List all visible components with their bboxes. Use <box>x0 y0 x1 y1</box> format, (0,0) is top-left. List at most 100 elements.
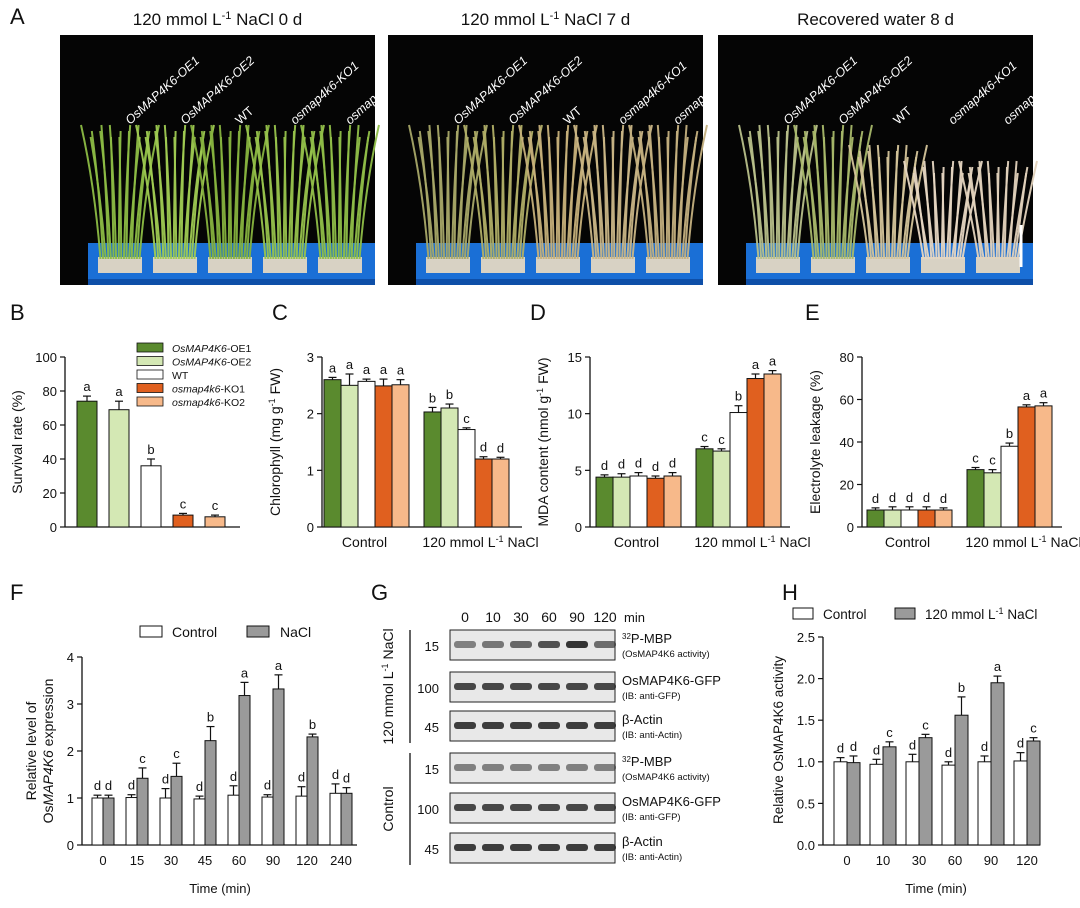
bar <box>882 746 897 846</box>
x-tick-label: 60 <box>948 853 962 868</box>
significance-letter: a <box>380 362 388 377</box>
leaf-blade <box>240 124 250 260</box>
significance-letter: c <box>212 498 219 513</box>
rice-seedlings <box>245 124 325 260</box>
leaf-blade <box>99 130 112 260</box>
blot-band <box>454 683 476 690</box>
legend-rest: WT <box>172 370 189 382</box>
bar <box>340 792 353 846</box>
x-group-label: Control <box>885 534 930 550</box>
y-tick-label: 1 <box>307 463 314 478</box>
y-tick-label: 40 <box>43 452 57 467</box>
bar <box>746 378 765 528</box>
leaf-blade <box>135 124 157 260</box>
leaf-blade <box>573 136 588 260</box>
leaf-blade <box>245 124 267 260</box>
leaf-blade <box>788 124 798 260</box>
y-tick-label: 20 <box>840 478 854 493</box>
panel-letter: E <box>805 300 820 325</box>
significance-letter: d <box>837 741 844 756</box>
leaf-blade <box>848 136 863 260</box>
significance-letter: d <box>981 739 988 754</box>
significance-letter: d <box>128 778 135 793</box>
leaf-blade <box>209 130 222 260</box>
leaf-blade <box>776 136 781 260</box>
significance-letter: a <box>363 362 371 377</box>
leaf-blade <box>355 136 370 260</box>
plant-pot <box>153 257 197 273</box>
plant-pot <box>208 257 252 273</box>
significance-letter: d <box>343 771 350 786</box>
leaf-blade <box>1003 166 1008 260</box>
legend-swatch <box>136 356 164 366</box>
legend-label: OsMAP4K6-OE2 <box>172 357 252 369</box>
superscript: 32 <box>622 755 631 764</box>
legend-label: osmap4k6-KO1 <box>172 384 245 396</box>
bar <box>646 477 665 528</box>
blot-antibody-label: (IB: anti-Actin) <box>622 730 682 741</box>
bar <box>440 407 459 528</box>
blot-target-label: OsMAP4K6-GFP <box>622 794 721 809</box>
leaf-blade <box>556 136 561 260</box>
leaf-blade <box>903 160 925 260</box>
legend-swatch <box>894 607 916 620</box>
leaf-blade <box>283 136 288 260</box>
leaf-blade <box>886 156 891 260</box>
blot-band <box>454 764 476 771</box>
leaf-blade <box>893 150 898 260</box>
significance-letter: d <box>298 770 305 785</box>
bar <box>663 475 682 528</box>
superscript: -1 <box>550 10 560 22</box>
leaf-blade <box>458 124 468 260</box>
rice-seedlings <box>738 124 818 260</box>
bar <box>238 695 251 846</box>
molecular-weight: 45 <box>425 720 439 735</box>
label-part: FW) <box>535 357 551 387</box>
y-tick-label: 5 <box>575 463 582 478</box>
legend-label: osmap4k6-KO2 <box>172 397 245 409</box>
plant-pot <box>426 257 470 273</box>
plant-pot <box>976 257 1020 273</box>
significance-letter: d <box>669 456 676 471</box>
bar <box>357 380 376 528</box>
lane-time-label: 120 <box>593 609 617 625</box>
blot-band <box>594 764 616 771</box>
bar <box>866 509 885 528</box>
panel-letter: H <box>782 580 798 605</box>
bar <box>306 736 319 846</box>
superscript: -1 <box>1039 534 1047 544</box>
leaf-blade <box>686 124 708 260</box>
label-part: FW) <box>267 368 283 398</box>
blot-band <box>510 804 532 811</box>
legend-label: NaCl <box>280 624 311 640</box>
superscript: -1 <box>222 10 232 22</box>
significance-letter: d <box>889 490 896 505</box>
leaf-blade <box>89 136 107 260</box>
bar <box>941 764 956 846</box>
x-tick-label: 0 <box>843 853 850 868</box>
blot-band <box>482 722 504 729</box>
significance-letter: d <box>652 459 659 474</box>
rice-seedlings <box>190 124 270 260</box>
bar <box>729 412 748 528</box>
molecular-weight: 100 <box>417 681 439 696</box>
treatment-label-rest: NaCl <box>380 628 396 663</box>
leaf-blade <box>793 124 815 260</box>
blot-target-name: OsMAP4K6-GFP <box>622 673 721 688</box>
leaf-blade <box>518 136 533 260</box>
blot-band <box>538 844 560 851</box>
y-tick-label: 100 <box>35 350 57 365</box>
legend-rest: -KO1 <box>220 384 245 396</box>
leaf-blade <box>783 130 788 260</box>
leaf-blade <box>857 156 875 260</box>
legend-swatch <box>792 607 814 620</box>
significance-letter: a <box>769 354 777 369</box>
y-tick-label: 80 <box>43 384 57 399</box>
legend-italic: OsMAP4K6 <box>172 343 227 355</box>
legend-rest: -KO2 <box>220 397 245 409</box>
leaf-blade <box>300 136 315 260</box>
blot-band <box>482 764 504 771</box>
bar <box>295 795 308 846</box>
